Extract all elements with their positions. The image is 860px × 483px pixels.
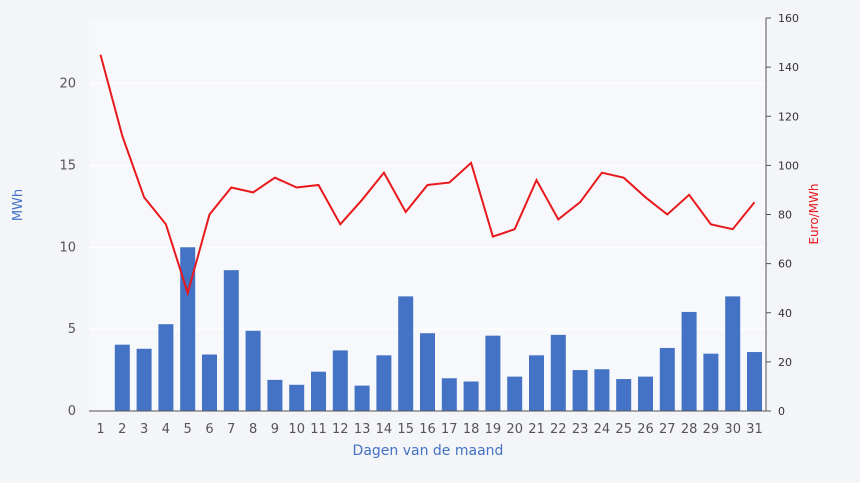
y-axis-label: MWh (11, 189, 26, 221)
y-tick-label: 20 (59, 77, 76, 92)
x-tick-label: 27 (659, 422, 676, 437)
x-tick-label: 18 (463, 422, 480, 437)
bar (420, 333, 435, 411)
y2-tick-label: 20 (778, 356, 792, 369)
x-tick-label: 13 (354, 422, 371, 437)
x-tick-label: 21 (528, 422, 545, 437)
x-tick-label: 23 (572, 422, 589, 437)
bar (136, 348, 152, 411)
x-tick-label: 6 (205, 422, 213, 437)
bar-series (114, 247, 762, 411)
y2-tick-label: 140 (778, 61, 799, 74)
x-tick-label: 12 (332, 422, 349, 437)
axis-labels: Dagen van de maand MWh Euro/MWh (11, 183, 821, 459)
y2-tick-label: 80 (778, 209, 792, 222)
bar (376, 355, 392, 411)
bar (180, 247, 196, 411)
bar (507, 376, 523, 411)
x-tick-label: 24 (594, 422, 611, 437)
x-tick-label: 25 (615, 422, 632, 437)
x-tick-label: 1 (96, 422, 104, 437)
x-tick-label: 17 (441, 422, 458, 437)
bar (398, 296, 414, 411)
bar (747, 352, 762, 411)
x-tick-label: 7 (227, 422, 235, 437)
x-tick-label: 30 (724, 422, 741, 437)
x-tick-label: 2 (118, 422, 126, 437)
y-tick-label: 10 (59, 240, 76, 255)
x-tick-label: 31 (746, 422, 763, 437)
bar (616, 379, 632, 411)
bar (441, 378, 457, 411)
x-tick-label: 20 (506, 422, 523, 437)
y2-tick-label: 40 (778, 307, 792, 320)
bar (202, 354, 217, 411)
y-tick-label: 0 (68, 404, 76, 419)
bar (529, 355, 544, 411)
bar (114, 344, 130, 411)
y-tick-label: 5 (68, 322, 76, 337)
x-tick-label: 10 (288, 422, 305, 437)
bar (725, 296, 741, 411)
line-series (99, 54, 756, 297)
x-tick-label: 16 (419, 422, 436, 437)
x-tick-label: 3 (140, 422, 148, 437)
y2-tick-label: 0 (778, 405, 785, 418)
bar (550, 334, 566, 411)
y2-tick-label: 100 (778, 159, 799, 172)
x-tick-label: 9 (271, 422, 279, 437)
x-tick-label: 14 (376, 422, 393, 437)
x-tick-label: 8 (249, 422, 257, 437)
bar (572, 370, 588, 411)
y2-tick-label: 160 (778, 12, 799, 25)
bar (354, 385, 370, 411)
x-tick-label: 22 (550, 422, 567, 437)
y2-tick-label: 60 (778, 258, 792, 271)
bar (485, 335, 501, 411)
x-tick-label: 19 (485, 422, 502, 437)
bar (463, 381, 479, 411)
bar (158, 324, 174, 411)
bar (311, 371, 326, 411)
x-tick-label: 4 (162, 422, 170, 437)
y2-tick-label: 120 (778, 110, 799, 123)
bar (659, 347, 675, 411)
x-tick-label: 5 (184, 422, 192, 437)
x-tick-label: 28 (681, 422, 698, 437)
bar (594, 369, 610, 411)
x-tick-label: 29 (703, 422, 720, 437)
bar (289, 384, 305, 411)
y2-axis-label: Euro/MWh (807, 183, 821, 244)
x-tick-label: 15 (397, 422, 414, 437)
bar (703, 353, 719, 411)
bar (332, 350, 348, 411)
gridlines (89, 82, 766, 330)
y-tick-label: 15 (59, 158, 76, 173)
x-axis-label: Dagen van de maand (353, 443, 504, 459)
x-tick-label: 11 (310, 422, 327, 437)
price-line (99, 54, 756, 297)
bar (681, 311, 697, 411)
bar (267, 379, 283, 411)
bar (245, 330, 261, 411)
x-tick-label: 26 (637, 422, 654, 437)
bar (638, 376, 653, 411)
bar (223, 270, 239, 411)
